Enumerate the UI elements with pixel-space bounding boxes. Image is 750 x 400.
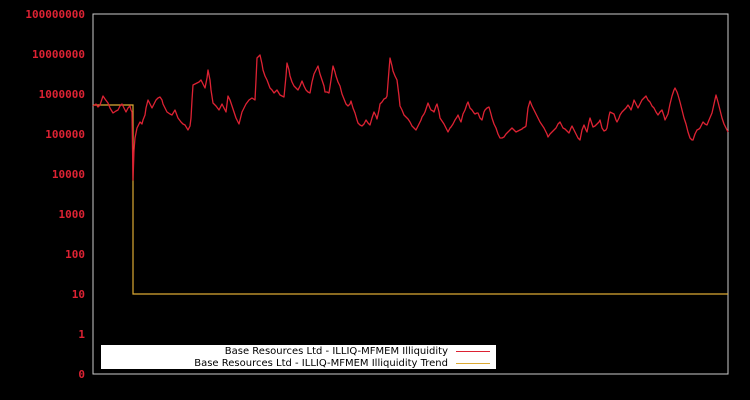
legend-label: Base Resources Ltd - ILLIQ-MFMEM Illiqui… — [224, 345, 448, 357]
illiquidity-line — [92, 54, 729, 181]
y-axis-labels: 1000000001000000010000001000001000010001… — [25, 8, 85, 381]
y-tick-label: 0 — [78, 368, 85, 381]
y-tick-label: 100 — [65, 248, 85, 261]
y-tick-label: 1 — [78, 328, 85, 341]
legend-swatch-red — [456, 350, 490, 352]
legend-item-illiquidity: Base Resources Ltd - ILLIQ-MFMEM Illiqui… — [225, 345, 490, 357]
chart-legend: Base Resources Ltd - ILLIQ-MFMEM Illiqui… — [101, 345, 496, 369]
y-tick-label: 1000 — [59, 208, 86, 221]
y-tick-label: 100000000 — [25, 8, 85, 21]
y-tick-label: 10000 — [52, 168, 85, 181]
trend-line — [93, 104, 728, 295]
legend-item-trend: Base Resources Ltd - ILLIQ-MFMEM Illiqui… — [194, 357, 490, 369]
legend-swatch-yellow — [456, 362, 490, 364]
y-tick-label: 100000 — [45, 128, 85, 141]
y-tick-label: 10 — [72, 288, 85, 301]
plot-frame — [92, 13, 729, 375]
legend-label: Base Resources Ltd - ILLIQ-MFMEM Illiqui… — [194, 357, 448, 369]
y-tick-label: 1000000 — [39, 88, 85, 101]
y-tick-label: 10000000 — [32, 48, 85, 61]
